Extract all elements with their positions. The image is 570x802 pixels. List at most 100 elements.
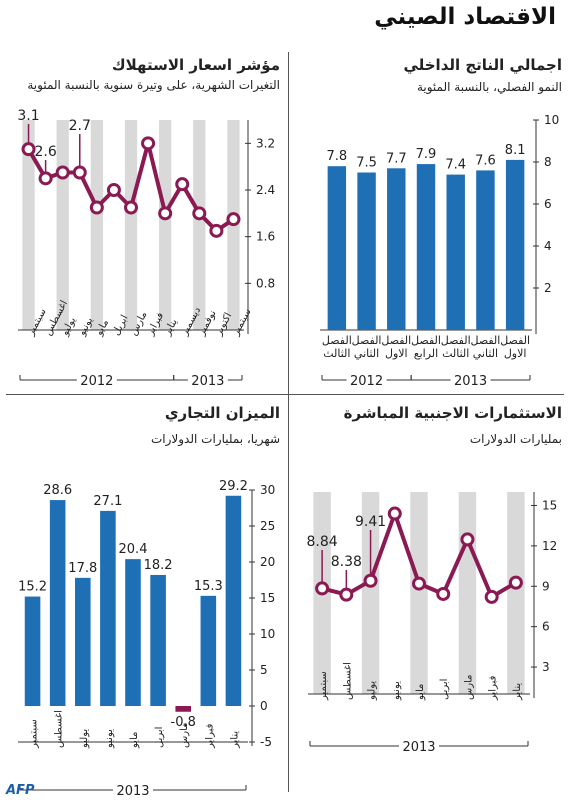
bar xyxy=(387,168,406,330)
data-label: 7.7 xyxy=(386,151,407,166)
band-column xyxy=(458,492,477,694)
x-tick-label: اغسطس xyxy=(54,710,65,748)
data-point xyxy=(484,589,499,604)
x-tick-label: ابريل xyxy=(154,727,165,748)
source-logo: AFP xyxy=(6,783,35,798)
trade-title: الميزان التجاري xyxy=(164,404,280,422)
data-label: 17.8 xyxy=(68,561,97,576)
data-point xyxy=(412,576,426,591)
data-label: -0.8 xyxy=(171,715,196,730)
bar xyxy=(175,706,192,712)
bar xyxy=(446,174,465,330)
x-tick-label: الاول xyxy=(504,347,527,360)
fdi-subtitle: بمليارات الدولارات xyxy=(469,432,562,446)
trade-panel: الميزان التجاري شهريا، بمليارات الدولارا… xyxy=(2,398,286,798)
band-column xyxy=(159,120,172,330)
y-tick-label: 8 xyxy=(544,155,552,169)
y-tick-label: 0 xyxy=(260,699,268,713)
y-tick-label: 3 xyxy=(542,660,550,674)
data-point xyxy=(226,212,241,227)
data-point xyxy=(141,136,156,151)
year-label-bg xyxy=(187,372,228,388)
y-tick-label: 2.4 xyxy=(256,183,275,197)
band-column xyxy=(410,492,428,694)
y-tick-label: 10 xyxy=(260,627,275,641)
data-point xyxy=(192,206,207,221)
bar xyxy=(100,510,116,706)
cpi-title: مؤشر اسعار الاستهلاك xyxy=(111,56,280,74)
main-title: الاقتصاد الصيني xyxy=(374,4,556,30)
x-tick-label: الاول xyxy=(385,347,408,360)
data-point xyxy=(38,171,53,186)
data-label: 15.3 xyxy=(194,579,223,594)
y-tick-label: 12 xyxy=(542,539,557,553)
x-tick-label: الثالث xyxy=(323,347,350,360)
y-tick-label: 15 xyxy=(260,591,275,605)
data-label: 7.6 xyxy=(475,153,496,168)
data-label: 8.38 xyxy=(331,554,362,570)
data-point xyxy=(124,200,138,215)
data-point xyxy=(175,177,190,192)
y-tick-label: 10 xyxy=(544,113,559,127)
data-label: 18.2 xyxy=(144,558,173,573)
y-tick-label: 30 xyxy=(260,483,275,497)
x-tick-label: ابريل xyxy=(439,679,450,700)
x-tick-label: يناير xyxy=(512,683,523,701)
bar xyxy=(49,500,66,706)
data-point xyxy=(158,206,173,221)
x-tick-label: سبتمبر xyxy=(318,671,329,701)
band-column xyxy=(90,120,103,330)
x-tick-label: الثاني xyxy=(473,347,498,360)
x-tick-label: مارس xyxy=(179,723,190,748)
data-point xyxy=(315,581,330,596)
data-point xyxy=(460,532,475,547)
bar xyxy=(357,172,376,330)
data-point xyxy=(508,575,523,590)
x-tick-label: يونيو xyxy=(391,681,402,701)
x-tick-label: الفصل xyxy=(381,334,411,347)
gdp-panel: اجمالي الناتج الداخلي النمو الفصلي، بالن… xyxy=(292,52,568,392)
data-label: 7.5 xyxy=(356,156,377,171)
y-tick-label: 6 xyxy=(544,197,552,211)
x-tick-label: الفصل xyxy=(441,334,471,347)
x-tick-label: يوليو xyxy=(367,681,378,701)
band-column xyxy=(507,492,525,694)
data-point xyxy=(363,573,378,588)
data-point xyxy=(21,142,36,157)
data-label: 9.41 xyxy=(355,514,386,530)
y-tick-label: 5 xyxy=(260,663,268,677)
x-tick-label: الثاني xyxy=(354,347,379,360)
x-tick-label: الفصل xyxy=(500,334,530,347)
x-tick-label: الفصل xyxy=(471,334,501,347)
trade-chart: -5 0 5 10 15 20 25 30 29.2 15.3 -0.8 18.220.4 27.1 17… xyxy=(18,479,275,798)
year-label-bg xyxy=(346,372,387,388)
x-tick-label: مارس xyxy=(463,675,474,700)
data-point xyxy=(209,223,224,238)
year-label: 2013 xyxy=(116,784,149,798)
horizontal-divider xyxy=(6,394,564,395)
bar xyxy=(416,164,436,330)
data-label: 15.2 xyxy=(18,580,47,595)
data-point xyxy=(55,165,70,180)
y-tick-label: 0.8 xyxy=(256,276,275,290)
year-label-bg xyxy=(76,372,117,388)
bar xyxy=(327,166,347,330)
bar xyxy=(476,170,495,330)
bar xyxy=(225,495,242,706)
fdi-chart: 3 6 9 12 15 8.84 8.38 9.41 يناير فبراير مارس ابريل م… xyxy=(307,492,557,755)
data-point xyxy=(72,165,87,180)
bar xyxy=(150,574,166,706)
y-tick-label: 6 xyxy=(542,620,550,634)
year-label-bg xyxy=(113,782,153,798)
year-label: 2012 xyxy=(80,374,113,389)
y-tick-label: 9 xyxy=(542,579,550,593)
x-tick-label: يوليو xyxy=(79,729,90,749)
band-column xyxy=(193,120,206,330)
gdp-chart: 2468108.17.67.47.97.77.57.8الفصلالاولالف… xyxy=(320,113,559,389)
data-label: 2.6 xyxy=(34,144,56,160)
data-label: 2.7 xyxy=(69,118,91,134)
x-tick-label: اغسطس xyxy=(342,662,353,700)
bar xyxy=(125,559,141,706)
data-label: 28.6 xyxy=(43,483,72,498)
y-tick-label: 3.2 xyxy=(256,136,275,150)
